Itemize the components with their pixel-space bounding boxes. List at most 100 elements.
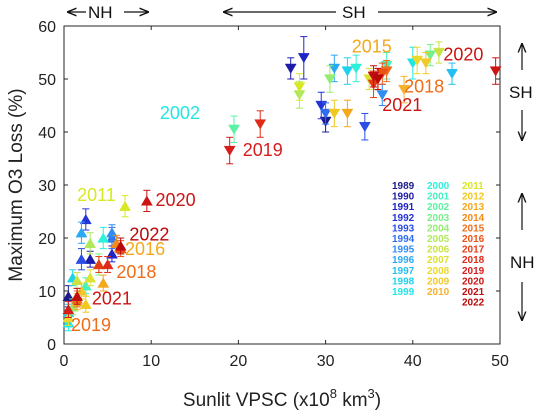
data-point-sh-2012 <box>328 99 341 128</box>
triangle-up-marker <box>92 259 105 270</box>
triangle-down-marker <box>376 69 389 80</box>
x-axis-title: Sunlit VPSC (x108 km3) <box>183 386 381 411</box>
data-point-sh-1990 <box>284 57 297 80</box>
triangle-up-marker <box>140 195 153 206</box>
year-annotation: 2021 <box>92 288 132 308</box>
legend-year-2001: 2001 <box>427 192 450 203</box>
year-annotation: 2018 <box>116 262 156 282</box>
data-point-nh-2005 <box>84 232 97 255</box>
triangle-down-marker <box>419 58 432 69</box>
triangle-down-marker <box>446 69 458 80</box>
legend-year-2008: 2008 <box>427 266 450 277</box>
triangle-up-marker <box>71 290 84 301</box>
triangle-down-marker <box>228 124 240 135</box>
data-point-nh-2019 <box>62 301 75 318</box>
legend-year-2022: 2022 <box>462 298 485 309</box>
legend-year-2020: 2020 <box>462 276 485 287</box>
data-point-sh-2003 <box>424 44 437 67</box>
year-annotation: 2020 <box>443 44 483 64</box>
year-annotation: 2015 <box>352 37 392 57</box>
y-tick-label: 50 <box>38 72 56 89</box>
legend-year-2021: 2021 <box>462 287 485 298</box>
data-point-nh-2018 <box>101 256 114 273</box>
year-annotation: 2019 <box>71 315 111 335</box>
data-point-sh-2000 <box>350 54 363 83</box>
triangle-down-marker <box>424 50 437 61</box>
legend-year-2015: 2015 <box>462 223 485 234</box>
legend-year-2018: 2018 <box>462 255 485 266</box>
data-point-nh-2017 <box>92 256 105 273</box>
triangle-down-marker <box>411 55 424 66</box>
legend-year-2003: 2003 <box>427 213 450 224</box>
triangle-down-marker <box>489 66 502 77</box>
triangle-down-marker <box>433 47 445 58</box>
legend-year-1992: 1992 <box>392 213 415 224</box>
data-point-sh-2009 <box>419 52 432 75</box>
axis-ticks: 0 10 20 30 40 50 0 10 20 30 40 50 60 <box>38 19 509 370</box>
triangle-down-marker <box>328 63 341 74</box>
triangle-up-marker <box>62 304 75 315</box>
year-annotation: 2011 <box>77 185 116 205</box>
triangle-down-marker <box>254 119 267 130</box>
triangle-up-marker <box>79 298 92 309</box>
data-point-sh-1994 <box>319 102 332 125</box>
data-point-sh-2010 <box>398 75 411 104</box>
data-point-sh-2006 <box>433 41 445 64</box>
legend-year-2016: 2016 <box>462 234 485 245</box>
data-point-sh-2011 <box>293 73 306 101</box>
legend-year-2007: 2007 <box>427 255 450 266</box>
legend-year-2011: 2011 <box>462 181 484 192</box>
triangle-up-marker <box>84 253 97 264</box>
data-point-sh-1996 <box>328 54 341 83</box>
triangle-down-marker <box>297 53 310 64</box>
triangle-up-marker <box>97 232 110 243</box>
data-point-sh-2016 <box>376 62 389 85</box>
data-point-nh-1995 <box>106 224 118 242</box>
legend-year-1995: 1995 <box>392 245 415 256</box>
year-annotation: 2019 <box>243 140 283 160</box>
triangle-down-marker <box>341 66 354 77</box>
year-annotation: 2016 <box>125 239 165 259</box>
legend-year-1997: 1997 <box>392 266 415 277</box>
plot-area <box>63 25 501 345</box>
right-sh-range: SH <box>509 44 533 140</box>
triangle-up-marker <box>79 214 92 225</box>
data-point-sh-2008 <box>411 46 424 75</box>
x-tick-label: 20 <box>230 353 248 370</box>
right-nh-label: NH <box>510 253 535 272</box>
triangle-down-marker <box>371 74 384 85</box>
data-point-nh-2006 <box>71 271 84 289</box>
legend-year-2019: 2019 <box>462 266 485 277</box>
legend-year-1993: 1993 <box>392 223 415 234</box>
y-tick-label: 30 <box>38 178 56 195</box>
legend-year-2004: 2004 <box>427 223 450 234</box>
triangle-down-marker <box>319 108 332 119</box>
y-tick-label: 10 <box>38 284 56 301</box>
legend-year-2006: 2006 <box>427 245 450 256</box>
legend-year-1989: 1989 <box>392 181 415 192</box>
data-point-nh-2012 <box>79 295 92 313</box>
triangle-up-marker <box>106 227 118 238</box>
right-nh-range: NH <box>510 194 535 320</box>
x-tick-label: 0 <box>60 353 69 370</box>
legend-year-2005: 2005 <box>427 234 450 245</box>
triangle-up-marker <box>119 200 131 211</box>
top-nh-range: NH <box>68 3 148 22</box>
legend-year-1990: 1990 <box>392 192 415 203</box>
data-point-sh-2020 <box>489 57 502 85</box>
data-point-nh-2007 <box>84 269 97 287</box>
data-point-nh-1992 <box>79 208 92 231</box>
triangle-up-marker <box>75 253 88 264</box>
year-annotation: 2018 <box>404 76 444 96</box>
triangle-up-marker <box>106 248 118 259</box>
x-tick-label: 40 <box>404 353 422 370</box>
legend-year-1994: 1994 <box>392 234 415 245</box>
data-point-sh-2018 <box>254 110 267 138</box>
data-point-sh-1997 <box>446 62 458 85</box>
legend-year-2002: 2002 <box>427 202 450 213</box>
data-point-nh-1996 <box>75 221 88 244</box>
data-point-sh-1999 <box>406 46 419 80</box>
legend-year-1996: 1996 <box>392 255 415 266</box>
